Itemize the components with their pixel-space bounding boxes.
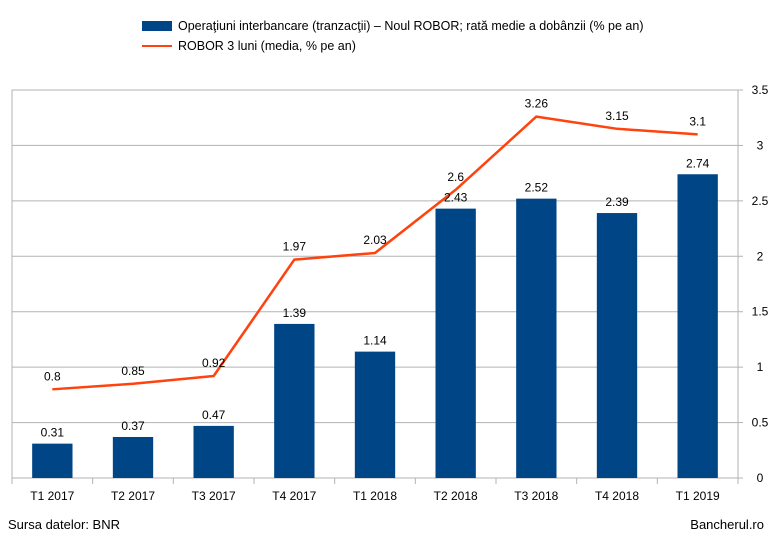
bar-series <box>32 174 718 479</box>
bar <box>435 208 476 479</box>
bar <box>596 213 638 478</box>
line-data-label: 3.26 <box>525 97 549 111</box>
x-tick-label: T4 2018 <box>595 489 639 503</box>
bar-data-label: 0.47 <box>202 408 226 422</box>
y-axis: 0 0.5 1 1.5 2 2.5 3 3.5 <box>738 83 769 485</box>
x-tick-label: T1 2019 <box>676 489 720 503</box>
line-data-label: 3.1 <box>689 114 706 128</box>
y-tick-label: 3 <box>757 138 764 152</box>
bar <box>112 436 154 478</box>
x-tick-label: T3 2018 <box>514 489 558 503</box>
line-data-label: 0.85 <box>121 364 145 378</box>
y-tick-label: 1 <box>757 360 764 374</box>
line-data-label: 0.8 <box>44 369 61 383</box>
line-data-label: 2.6 <box>447 170 464 184</box>
line-series <box>52 115 698 391</box>
bar <box>677 174 718 478</box>
bar <box>32 443 73 478</box>
y-tick-label: 2.5 <box>752 194 769 208</box>
legend-item-bars: Operaţiuni interbancare (tranzacţii) – N… <box>142 16 644 36</box>
line-data-label: 1.97 <box>283 240 307 254</box>
bar <box>274 323 315 478</box>
y-tick-label: 0.5 <box>752 416 769 430</box>
legend-bar-swatch <box>142 21 172 31</box>
x-axis: T1 2017 T2 2017 T3 2017 T4 2017 T1 2018 T2 20… <box>11 478 739 503</box>
line-data-label: 2.03 <box>363 233 387 247</box>
legend-line-swatch <box>142 45 172 47</box>
brand-name: Bancherul.ro <box>690 517 764 532</box>
legend-bar-label: Operaţiuni interbancare (tranzacţii) – N… <box>178 19 644 33</box>
legend-item-line: ROBOR 3 luni (media, % pe an) <box>142 36 644 56</box>
x-tick-label: T1 2018 <box>353 489 397 503</box>
bar <box>193 425 234 478</box>
x-tick-label: T1 2017 <box>30 489 74 503</box>
bar <box>516 198 557 478</box>
y-tick-label: 2 <box>757 249 764 263</box>
bar-data-label: 2.74 <box>686 156 710 170</box>
bar-data-label: 2.43 <box>444 191 468 205</box>
x-tick-label: T3 2017 <box>192 489 236 503</box>
bar-data-label: 2.39 <box>605 195 629 209</box>
line-path <box>52 115 698 391</box>
source-note: Sursa datelor: BNR <box>8 517 120 532</box>
bar-data-label: 0.31 <box>41 426 65 440</box>
y-tick-label: 1.5 <box>752 305 769 319</box>
x-tick-label: T2 2018 <box>434 489 478 503</box>
bar-data-label: 1.14 <box>363 334 387 348</box>
bar-data-label: 1.39 <box>283 306 307 320</box>
data-labels: 0.31 0.37 0.47 1.39 1.14 2.43 2.52 2.39 2.74 0.8 0… <box>41 97 710 440</box>
line-data-label: 0.92 <box>202 356 226 370</box>
x-tick-label: T2 2017 <box>111 489 155 503</box>
line-data-label: 3.15 <box>605 109 629 123</box>
bar-data-label: 0.37 <box>121 419 145 433</box>
y-tick-label: 3.5 <box>752 83 769 97</box>
legend: Operaţiuni interbancare (tranzacţii) – N… <box>142 16 644 56</box>
x-tick-label: T4 2017 <box>272 489 316 503</box>
y-tick-label: 0 <box>757 471 764 485</box>
bar-data-label: 2.52 <box>525 181 549 195</box>
bar <box>354 351 396 478</box>
legend-line-label: ROBOR 3 luni (media, % pe an) <box>178 39 356 53</box>
